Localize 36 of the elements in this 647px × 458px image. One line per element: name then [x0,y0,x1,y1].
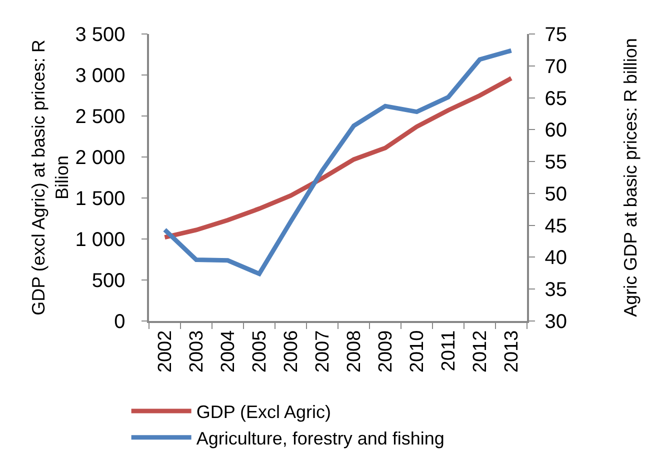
y2-tick-label: 70 [544,56,567,78]
x-tick-label: 2002 [154,330,176,373]
y2-axis-title: Agric GDP at basic prices: R billion [620,38,641,317]
legend-label: Agriculture, forestry and fishing [196,428,444,448]
x-tick-label: 2005 [249,330,270,373]
y-tick-label: 1 000 [75,229,126,251]
y2-tick-label: 30 [544,311,567,333]
x-tick-label: 2010 [406,330,428,373]
x-tick-label: 2008 [344,330,365,373]
y2-tick-label: 50 [544,183,567,206]
y-tick-label: 1 500 [75,188,126,210]
y-tick-label: 2 500 [75,106,126,128]
y-axis-title: GDP (excl Agric) at basic prices: R Bilion [28,40,72,316]
x-tick-label: 2007 [312,330,334,373]
x-tick-label: 2009 [375,330,396,373]
line-series [162,48,514,276]
y-tick-label: 3 500 [75,24,126,46]
y-tick-label: 0 [114,311,126,333]
y2-tick-label: 75 [544,24,567,46]
x-tick-label: 2011 [438,330,460,372]
y2-tick-label: 45 [544,215,567,238]
x-tick-label: 2012 [470,330,491,373]
x-tick-label: 2006 [280,330,302,373]
y2-tick-label: 40 [544,247,567,270]
legend-label: GDP (Excl Agric) [196,402,332,422]
y2-tick-label: 55 [544,152,567,174]
y-tick-label: 2 000 [75,147,126,169]
y2-tick-label: 65 [544,88,567,110]
line-series [162,76,514,240]
y-tick-label: 3 000 [75,65,126,87]
x-tick-label: 2004 [218,330,239,373]
x-tick-label: 2013 [501,330,522,373]
x-tick-label: 2003 [186,330,208,373]
y2-tick-label: 35 [544,279,567,302]
y2-tick-label: 60 [544,120,567,142]
y-tick-label: 500 [92,270,126,292]
